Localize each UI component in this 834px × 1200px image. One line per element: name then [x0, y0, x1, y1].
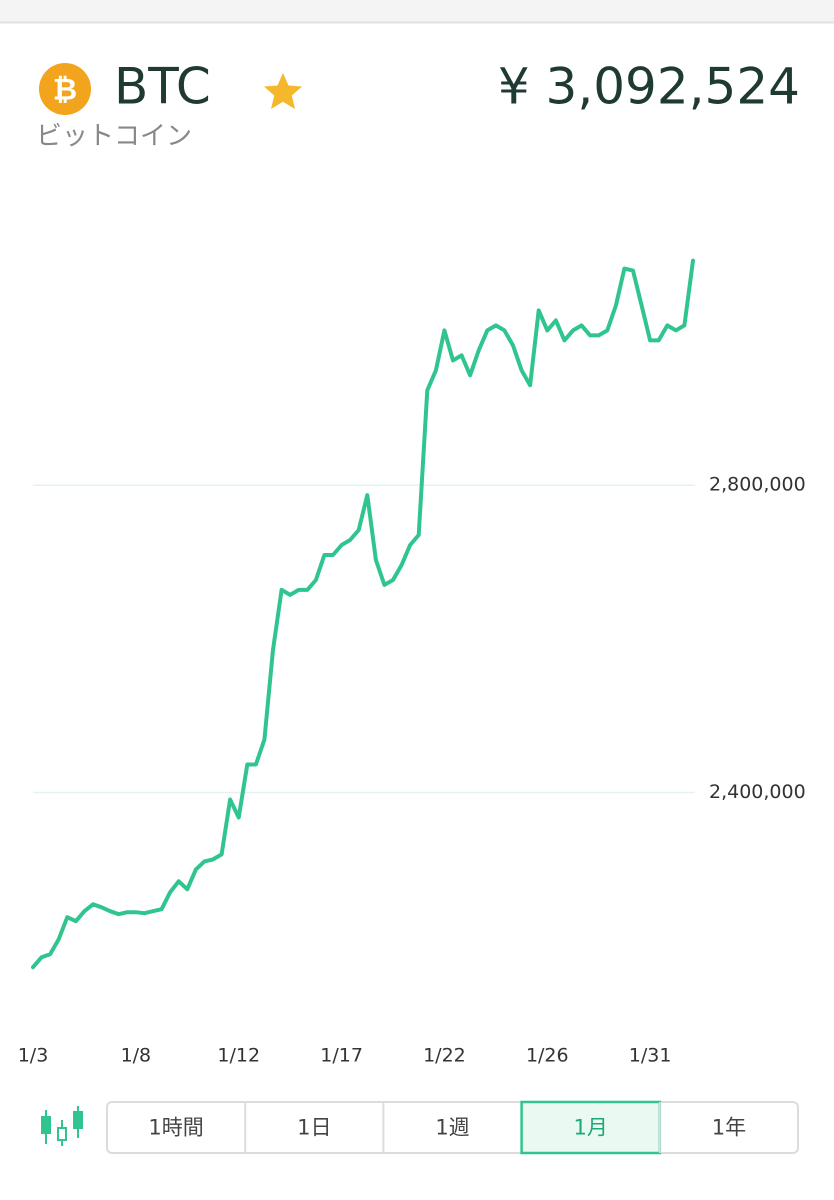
candle-icon[interactable] — [41, 1106, 83, 1146]
period-selected-bg — [520, 1100, 662, 1155]
period-button[interactable]: 1月 — [574, 1116, 608, 1140]
coin-icon — [39, 63, 91, 115]
coin-name: ビットコイン — [36, 122, 192, 152]
price: ¥ 3,092,524 — [498, 58, 800, 116]
coin-symbol: BTC — [114, 58, 211, 116]
x-tick-label: 1/22 — [423, 1045, 466, 1067]
price-line — [31, 258, 695, 970]
x-tick-label: 1/3 — [18, 1045, 49, 1067]
y-tick-label: 2,400,000 — [709, 781, 806, 803]
period-button[interactable]: 1年 — [712, 1116, 746, 1140]
favorite-star[interactable] — [264, 73, 302, 109]
period-button[interactable]: 1時間 — [148, 1116, 203, 1140]
period-button[interactable]: 1日 — [297, 1116, 331, 1140]
x-tick-label: 1/31 — [629, 1045, 672, 1067]
top-bar — [0, 0, 834, 22]
y-tick-label: 2,800,000 — [709, 474, 806, 496]
x-tick-label: 1/8 — [121, 1045, 152, 1067]
x-tick-label: 1/12 — [217, 1045, 260, 1067]
period-button[interactable]: 1週 — [435, 1116, 469, 1140]
coin-icon-symbol: ₿ — [53, 73, 77, 108]
x-tick-label: 1/26 — [526, 1045, 569, 1067]
x-tick-label: 1/17 — [320, 1045, 363, 1067]
